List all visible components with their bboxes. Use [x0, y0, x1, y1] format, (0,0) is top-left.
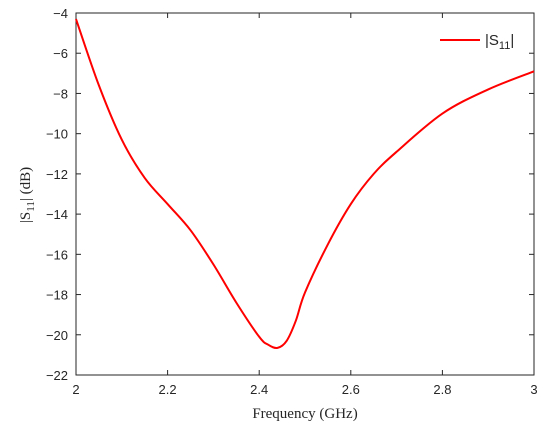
- y-tick-label: −10: [46, 127, 68, 142]
- y-axis-ticks: −22 −20 −18 −16 −14 −12 −10 −8 −6 −4: [46, 6, 534, 383]
- y-tick-label: −20: [46, 328, 68, 343]
- y-tick-label: −12: [46, 167, 68, 182]
- y-axis-title: |S11| (dB): [18, 167, 37, 223]
- x-axis-ticks: 2 2.2 2.4 2.6 2.8 3: [72, 13, 538, 397]
- y-tick-label: −16: [46, 247, 68, 262]
- x-tick-label: 3: [530, 382, 537, 397]
- y-tick-label: −4: [53, 6, 68, 21]
- y-tick-label: −8: [53, 86, 68, 101]
- x-tick-label: 2.4: [250, 382, 268, 397]
- x-tick-label: 2.6: [342, 382, 360, 397]
- x-tick-label: 2: [72, 382, 79, 397]
- plot-frame: [75, 12, 535, 376]
- y-tick-label: −18: [46, 288, 68, 303]
- x-axis-title: Frequency (GHz): [252, 406, 357, 422]
- plot-area: [75, 12, 535, 376]
- y-tick-label: −6: [53, 46, 68, 61]
- x-tick-label: 2.8: [433, 382, 451, 397]
- x-tick-label: 2.2: [159, 382, 177, 397]
- y-tick-label: −14: [46, 207, 68, 222]
- series-layer: [75, 18, 535, 349]
- y-tick-label: −22: [46, 368, 68, 383]
- series-line-s11: [75, 18, 535, 349]
